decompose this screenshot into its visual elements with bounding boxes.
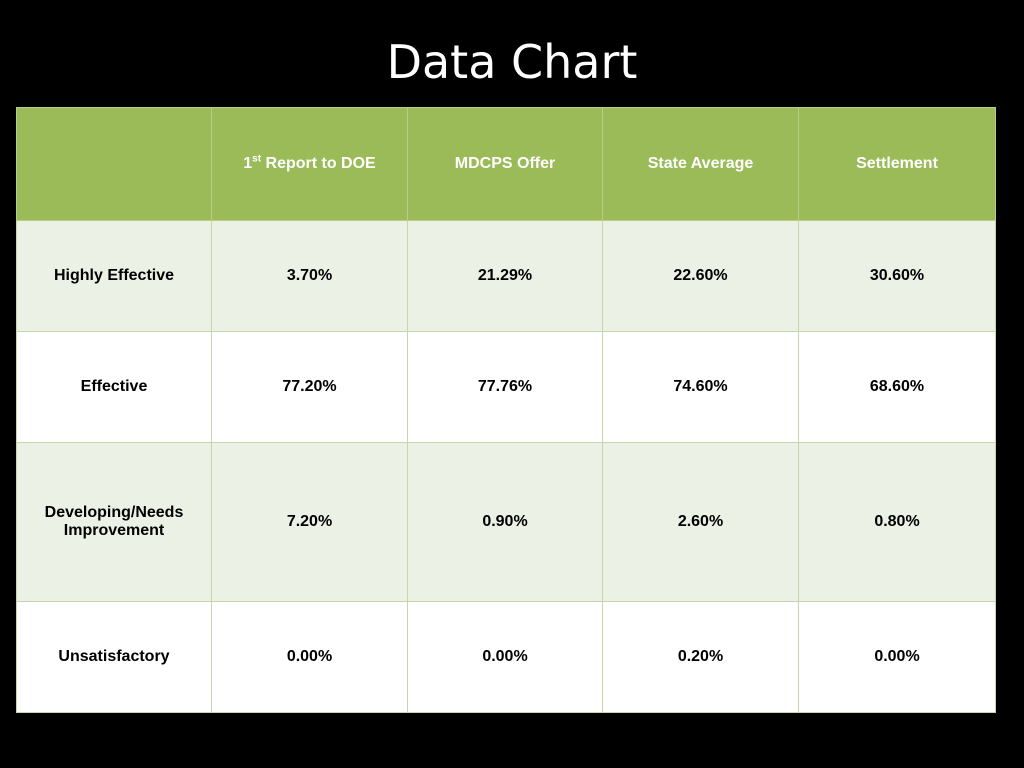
table-cell: 0.20% bbox=[602, 601, 799, 713]
header-label: Settlement bbox=[856, 155, 938, 172]
table-cell: 3.70% bbox=[211, 220, 408, 332]
table-cell: 77.76% bbox=[407, 331, 603, 443]
table-row: Highly Effective 3.70% 21.29% 22.60% 30.… bbox=[16, 220, 996, 332]
row-label: Effective bbox=[16, 331, 212, 443]
table-cell: 0.00% bbox=[211, 601, 408, 713]
table-cell: 2.60% bbox=[602, 442, 799, 602]
header-cell-first-report: 1st Report to DOE bbox=[211, 107, 408, 221]
header-label: MDCPS Offer bbox=[454, 155, 556, 172]
table-cell: 68.60% bbox=[798, 331, 996, 443]
table-cell: 77.20% bbox=[211, 331, 408, 443]
row-label: Highly Effective bbox=[16, 220, 212, 332]
table-cell: 21.29% bbox=[407, 220, 603, 332]
slide-title: Data Chart bbox=[386, 35, 638, 89]
row-label: Developing/Needs Improvement bbox=[16, 442, 212, 602]
table-cell: 0.00% bbox=[798, 601, 996, 713]
table-cell: 7.20% bbox=[211, 442, 408, 602]
header-row: 1st Report to DOE MDCPS Offer State Aver… bbox=[16, 107, 996, 221]
table-row: Effective 77.20% 77.76% 74.60% 68.60% bbox=[16, 331, 996, 443]
header-label: 1 bbox=[243, 155, 253, 172]
table-row: Unsatisfactory 0.00% 0.00% 0.20% 0.00% bbox=[16, 601, 996, 713]
table-row: Developing/Needs Improvement 7.20% 0.90%… bbox=[16, 442, 996, 602]
header-label: State Average bbox=[647, 155, 754, 172]
header-superscript: st bbox=[252, 153, 262, 165]
table-cell: 30.60% bbox=[798, 220, 996, 332]
row-label: Unsatisfactory bbox=[16, 601, 212, 713]
header-label-rest: Report to DOE bbox=[261, 155, 376, 172]
header-cell-corner bbox=[16, 107, 212, 221]
header-cell-mdcps-offer: MDCPS Offer bbox=[407, 107, 603, 221]
table-cell: 22.60% bbox=[602, 220, 799, 332]
table-cell: 0.80% bbox=[798, 442, 996, 602]
table-cell: 74.60% bbox=[602, 331, 799, 443]
header-cell-settlement: Settlement bbox=[798, 107, 996, 221]
table-cell: 0.90% bbox=[407, 442, 603, 602]
table-cell: 0.00% bbox=[407, 601, 603, 713]
header-cell-state-average: State Average bbox=[602, 107, 799, 221]
data-table: 1st Report to DOE MDCPS Offer State Aver… bbox=[16, 107, 996, 713]
